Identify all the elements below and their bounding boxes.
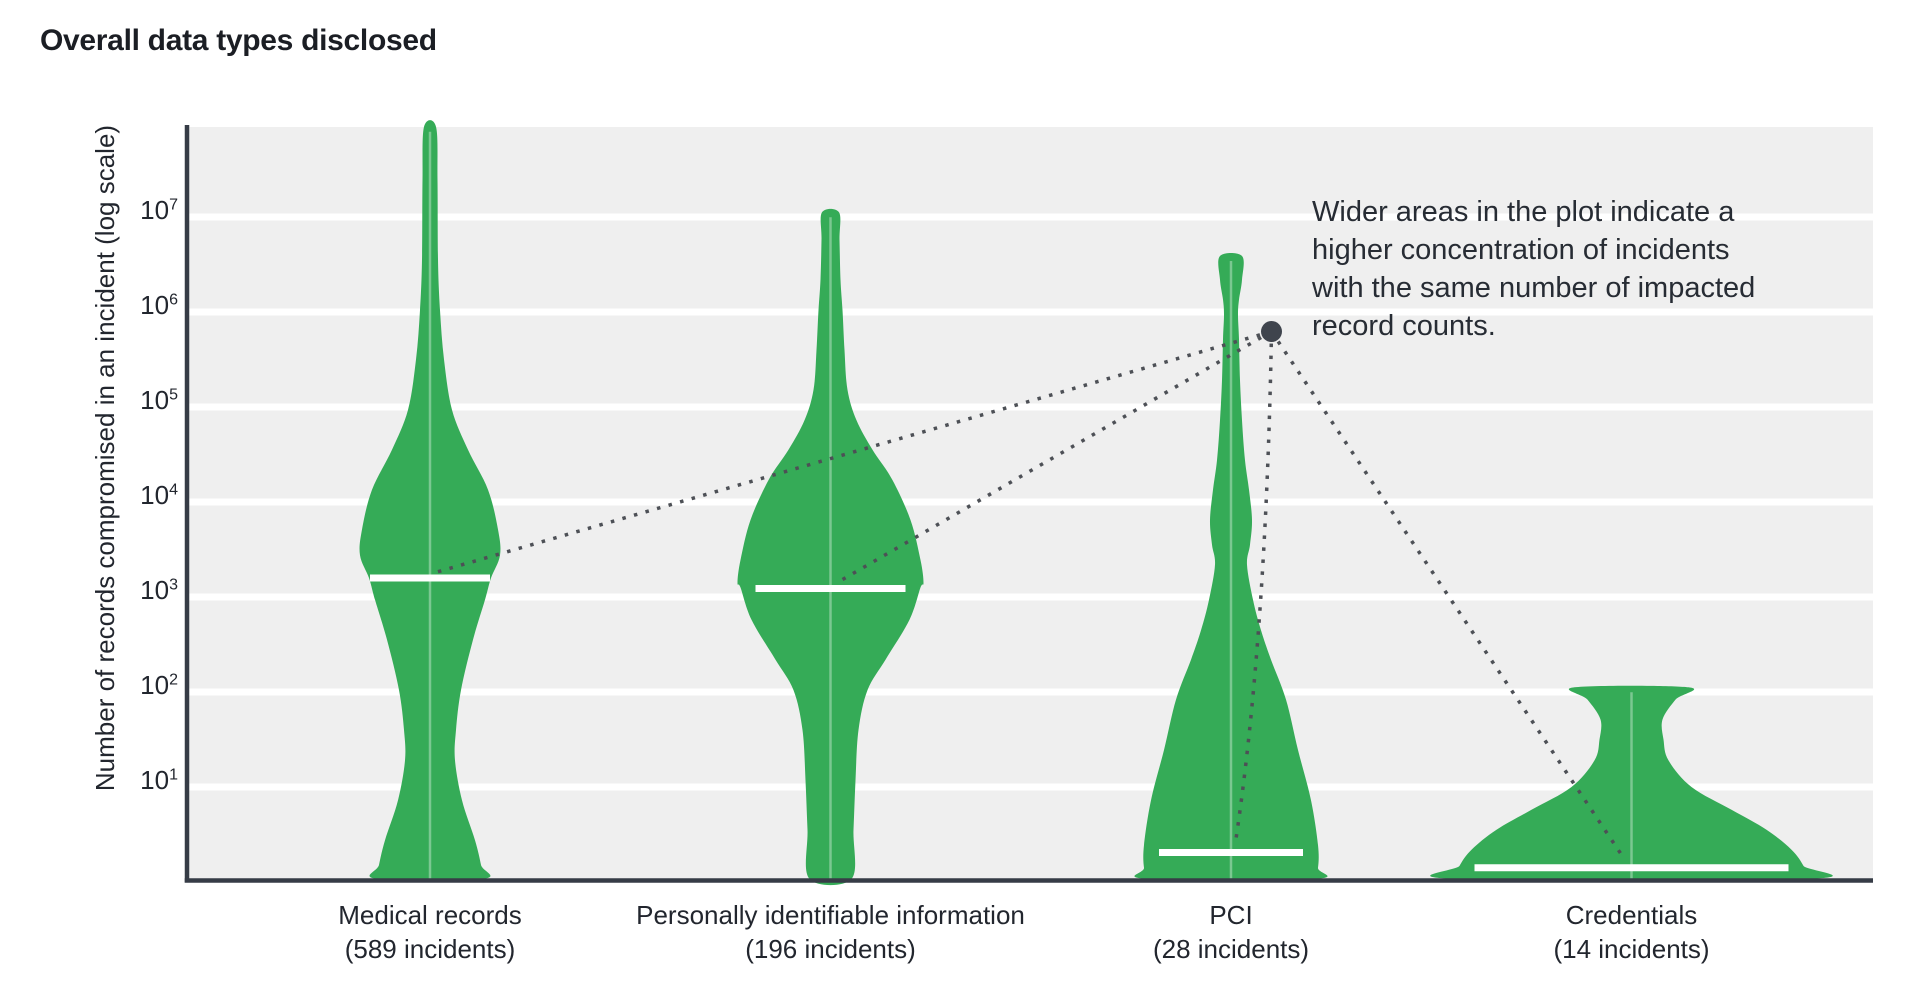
category-incident-count: (196 incidents) [745,934,916,964]
annotation-dot [1261,321,1282,342]
x-category-label-pci: PCI (28 incidents) [1011,898,1451,966]
category-name: Medical records [338,900,522,930]
violin-pci [1134,253,1328,881]
violin-personally-identifiable-information [737,208,924,886]
violin-credentials [1430,685,1833,881]
violin-medical-records [359,120,501,881]
category-name: PCI [1209,900,1253,930]
x-category-label-medical-records: Medical records (589 incidents) [210,898,650,966]
y-tick-label-10e1: 101 [140,765,178,795]
category-incident-count: (28 incidents) [1152,934,1310,964]
y-tick-label-10e6: 106 [140,290,178,320]
annotation-text: Wider areas in the plot indicate a highe… [1312,196,1756,342]
y-tick-label-10e4: 104 [140,480,178,510]
x-category-label-credentials: Credentials (14 incidents) [1412,898,1852,966]
category-name: Personally identifiable information [636,900,1025,930]
y-axis-title: Number of records compromised in an inci… [90,124,120,792]
y-tick-label-10e7: 107 [140,195,178,225]
category-incident-count: (14 incidents) [1553,934,1710,964]
category-incident-count: (589 incidents) [344,934,516,964]
category-name: Credentials [1565,900,1698,930]
y-tick-label-10e2: 102 [140,670,178,700]
annotation-pointer-line-medical-records [436,329,1272,574]
y-tick-label-10e5: 105 [140,385,178,415]
y-tick-label-10e3: 103 [140,575,178,605]
annotation-pointer-line-pci [1233,331,1274,846]
page-title: Overall data types disclosed [40,24,437,57]
x-category-label-personally-identifiable-information: Personally identifiable information (196 … [611,898,1051,966]
annotation-pointer-line-personally-identifiable-information [836,329,1273,584]
